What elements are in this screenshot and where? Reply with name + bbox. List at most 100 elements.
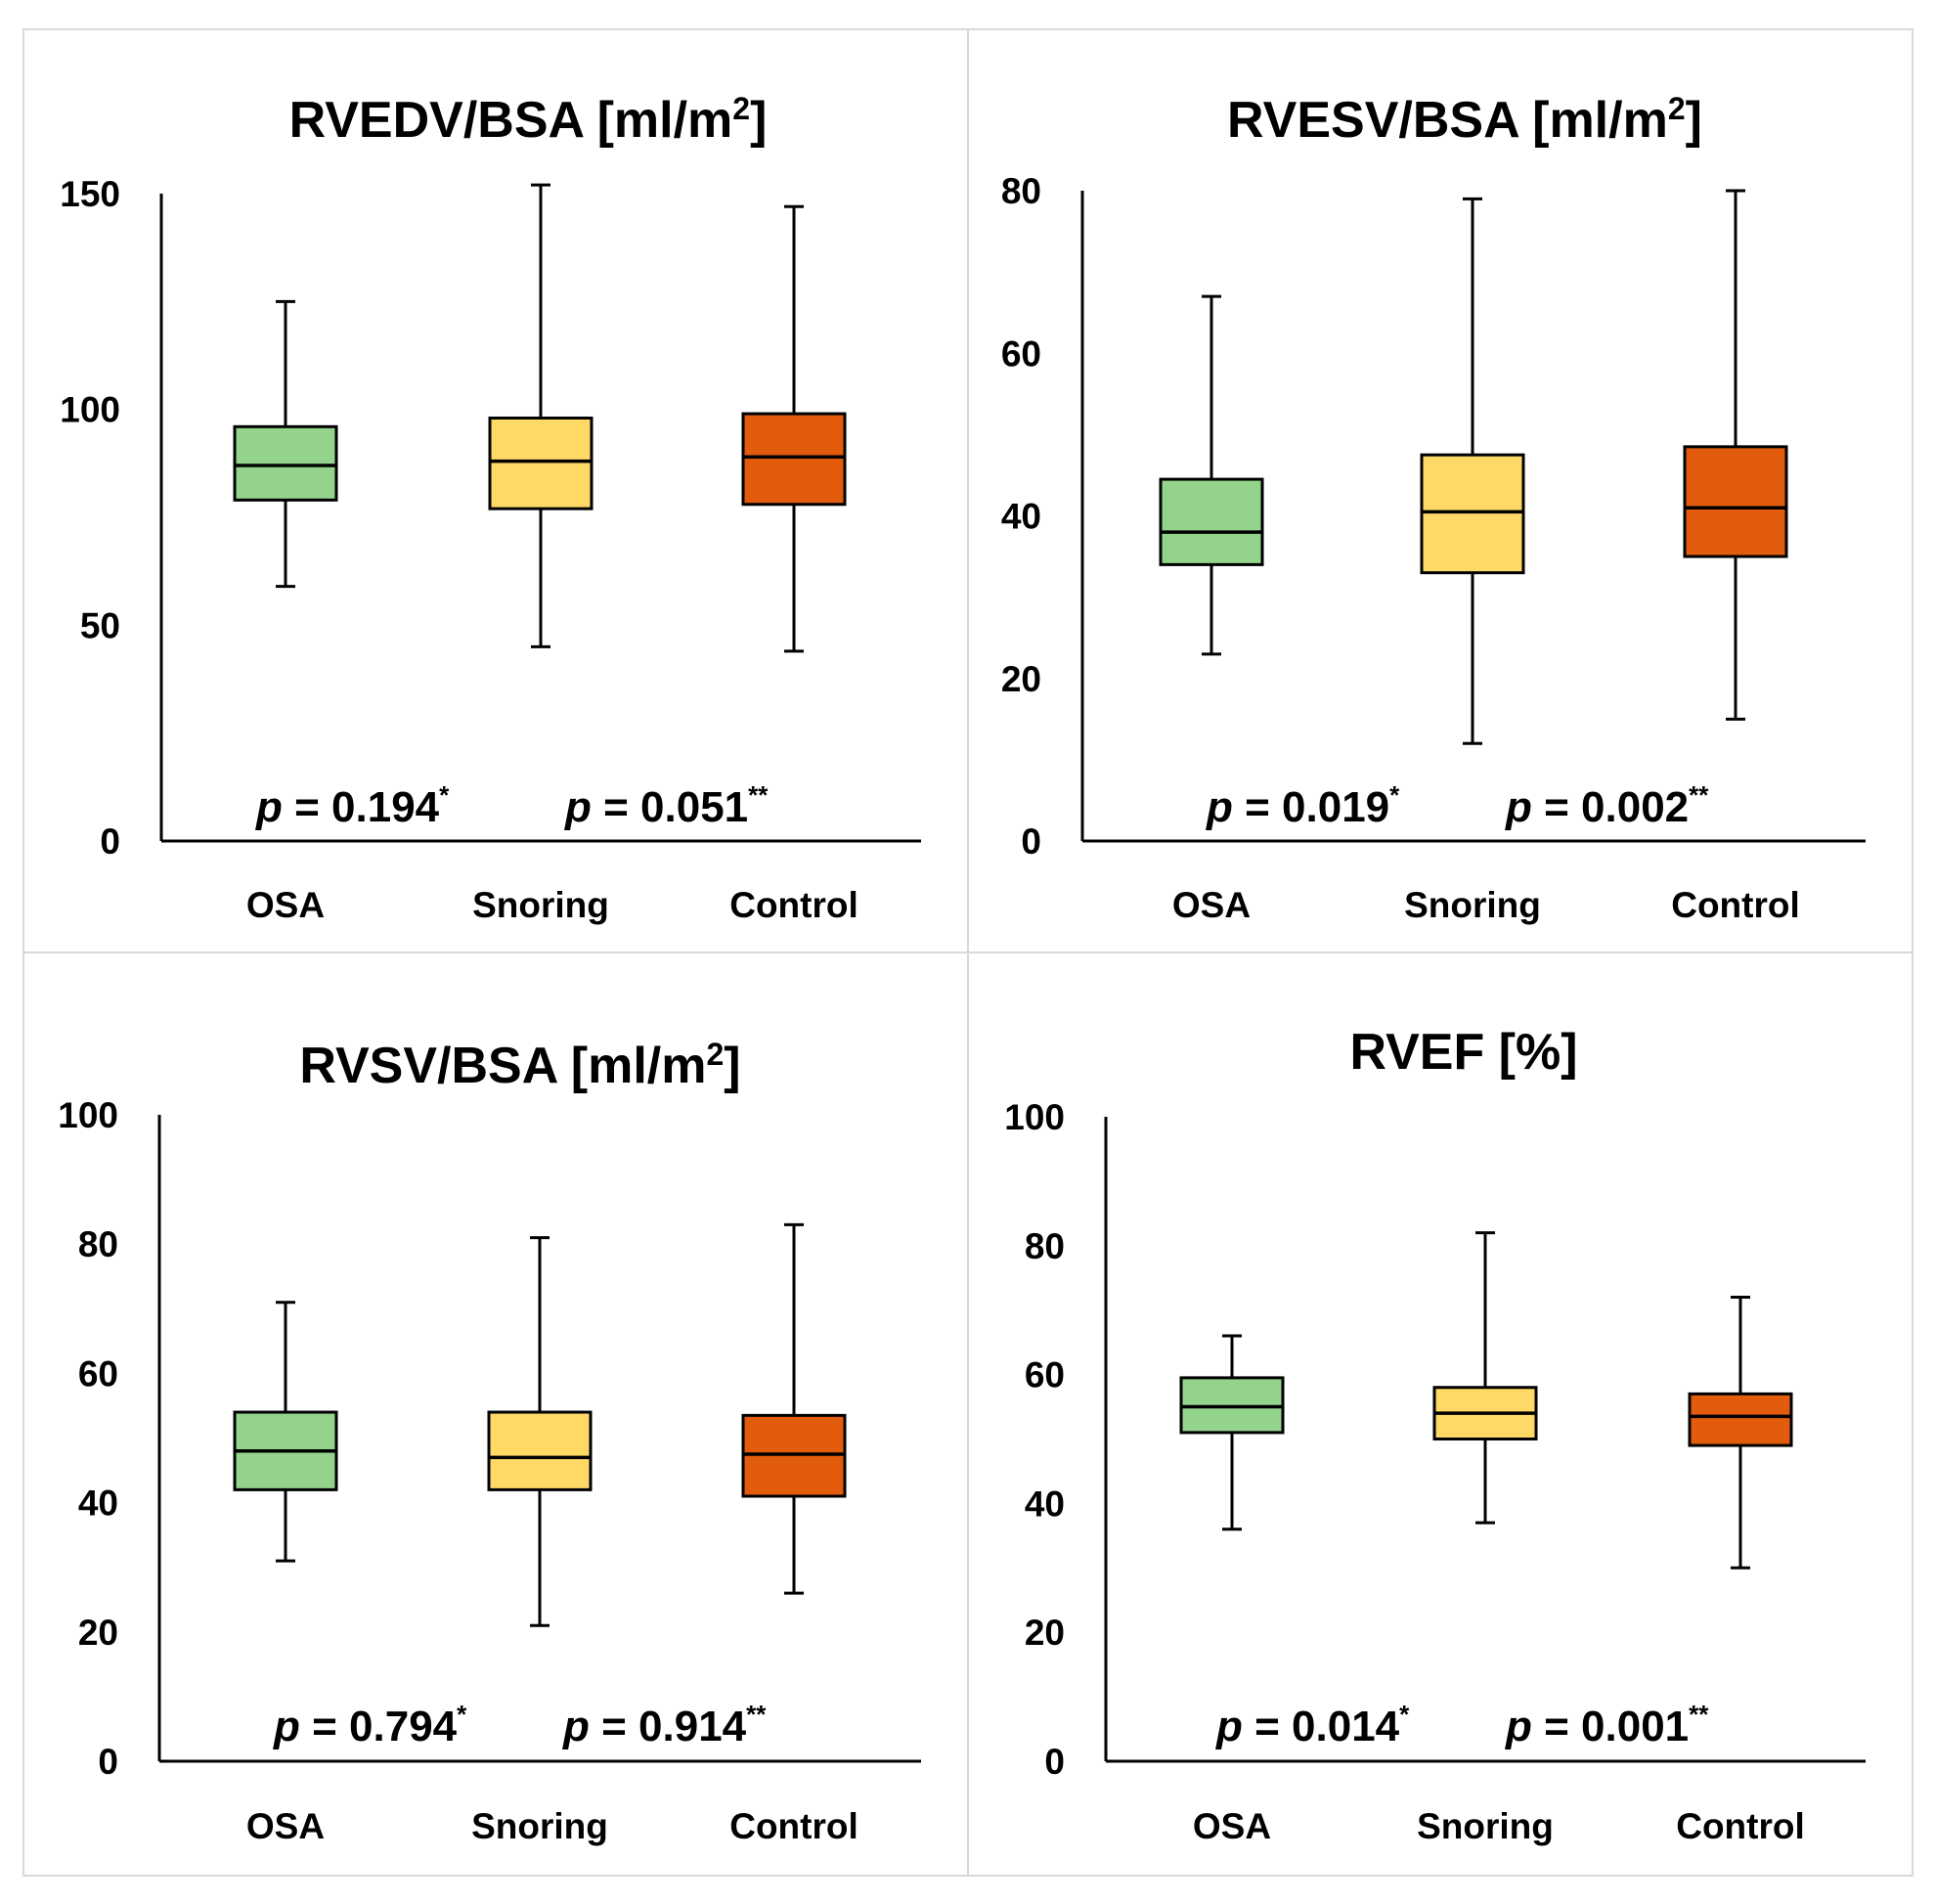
- iqr-box: [1420, 453, 1525, 575]
- y-tick-label: 100: [1004, 1097, 1065, 1137]
- iqr-box: [1688, 1392, 1793, 1447]
- box-snoring: [1420, 197, 1525, 745]
- category-label: Control: [1676, 1806, 1805, 1846]
- chart-panel-1: RVEDV/BSA [ml/m2] 0 50 100 150 OSA Snoring Cont…: [22, 28, 969, 953]
- p-value-1: p = 0.019*: [1206, 780, 1400, 831]
- p-value-text: = 0.794: [300, 1703, 458, 1750]
- category-label: Control: [1671, 885, 1800, 925]
- p-symbol: p: [564, 783, 592, 831]
- title-main: RVEDV/BSA [ml/m: [289, 92, 733, 149]
- title-superscript: 2: [706, 1037, 724, 1072]
- p-value-text: = 0.194: [283, 783, 440, 831]
- box-snoring: [487, 1236, 593, 1627]
- p-symbol: p: [1215, 1703, 1243, 1750]
- iqr-box: [1159, 477, 1264, 566]
- y-tick-label: 0: [98, 1742, 118, 1782]
- y-tick-label: 40: [78, 1483, 118, 1524]
- p-value-1: p = 0.014*: [1215, 1700, 1410, 1750]
- p-value-2: p = 0.914**: [562, 1700, 767, 1750]
- chart-title: RVSV/BSA [ml/m2]: [299, 1037, 740, 1094]
- p-value-1: p = 0.194*: [255, 780, 450, 831]
- p-superscript: *: [439, 780, 450, 810]
- p-superscript: **: [1689, 1700, 1709, 1729]
- chart-panel-4: RVEF [%] 0 20 40 60 80 100 OSA Snoring Control p =…: [967, 952, 1913, 1877]
- p-value-text: = 0.914: [590, 1703, 747, 1750]
- category-label: Snoring: [1417, 1806, 1554, 1846]
- chart-title: RVEDV/BSA [ml/m2]: [289, 91, 768, 149]
- p-value-text: = 0.001: [1532, 1703, 1689, 1750]
- p-symbol: p: [1206, 783, 1233, 831]
- y-tick-label: 60: [1001, 333, 1041, 374]
- y-tick-label: 0: [1044, 1742, 1065, 1782]
- box-osa: [1179, 1334, 1285, 1531]
- p-symbol: p: [1505, 783, 1532, 831]
- p-value-text: = 0.019: [1233, 783, 1389, 831]
- iqr-box: [233, 424, 338, 502]
- y-tick-label: 40: [1001, 497, 1041, 537]
- title-end: ]: [724, 1038, 740, 1094]
- box-control: [741, 204, 847, 653]
- box-control: [1688, 1296, 1793, 1570]
- p-symbol: p: [255, 783, 283, 831]
- y-tick-label: 40: [1025, 1483, 1065, 1524]
- title-end: ]: [750, 92, 767, 149]
- y-tick-label: 0: [1021, 821, 1041, 862]
- category-label: Snoring: [471, 1806, 608, 1846]
- category-label: OSA: [246, 1806, 325, 1846]
- category-label: Control: [729, 885, 858, 925]
- box-control: [741, 1222, 847, 1595]
- iqr-box: [488, 416, 594, 510]
- iqr-box: [741, 412, 847, 507]
- y-tick-label: 100: [58, 1095, 118, 1135]
- p-value-text: = 0.002: [1532, 783, 1689, 831]
- p-superscript: **: [748, 780, 769, 810]
- category-label: Snoring: [472, 885, 609, 925]
- p-value-text: = 0.051: [592, 783, 748, 831]
- y-tick-label: 100: [60, 390, 120, 430]
- title-main: RVEF [%]: [1349, 1024, 1577, 1081]
- box-control: [1683, 189, 1788, 721]
- iqr-box: [1683, 445, 1788, 558]
- y-tick-label: 50: [80, 605, 120, 645]
- p-value-text: = 0.014: [1243, 1703, 1400, 1750]
- y-tick-label: 150: [60, 174, 120, 214]
- chart-panel-2: RVESV/BSA [ml/m2] 0 20 40 60 80 OSA Snoring Cont…: [967, 28, 1913, 953]
- box-osa: [233, 299, 338, 589]
- chart-title: RVEF [%]: [1349, 1024, 1577, 1081]
- y-tick-label: 80: [1025, 1226, 1065, 1266]
- category-label: Snoring: [1404, 885, 1541, 925]
- y-tick-label: 20: [1001, 659, 1041, 699]
- p-superscript: **: [746, 1700, 767, 1729]
- title-superscript: 2: [732, 91, 750, 126]
- category-label: Control: [729, 1806, 858, 1846]
- y-tick-label: 80: [78, 1224, 118, 1264]
- y-tick-label: 60: [1025, 1355, 1065, 1395]
- y-tick-label: 20: [78, 1613, 118, 1653]
- title-end: ]: [1686, 92, 1702, 149]
- iqr-box: [487, 1410, 593, 1491]
- y-tick-label: 60: [78, 1353, 118, 1394]
- p-value-1: p = 0.794*: [273, 1700, 467, 1750]
- title-main: RVESV/BSA [ml/m: [1227, 92, 1668, 149]
- p-superscript: *: [1399, 1700, 1410, 1729]
- y-tick-label: 20: [1025, 1613, 1065, 1653]
- title-superscript: 2: [1668, 91, 1686, 126]
- title-main: RVSV/BSA [ml/m: [299, 1038, 706, 1094]
- p-value-2: p = 0.001**: [1505, 1700, 1709, 1750]
- category-label: OSA: [1172, 885, 1251, 925]
- p-symbol: p: [1505, 1703, 1532, 1750]
- p-superscript: *: [1389, 780, 1400, 810]
- y-tick-label: 0: [100, 821, 120, 862]
- box-osa: [1159, 294, 1264, 656]
- p-value-2: p = 0.002**: [1505, 780, 1709, 831]
- p-superscript: **: [1689, 780, 1709, 810]
- box-snoring: [1432, 1231, 1538, 1525]
- p-symbol: p: [273, 1703, 300, 1750]
- y-tick-label: 80: [1001, 171, 1041, 211]
- p-symbol: p: [562, 1703, 590, 1750]
- p-value-2: p = 0.051**: [564, 780, 769, 831]
- box-osa: [233, 1301, 338, 1563]
- category-label: OSA: [246, 885, 325, 925]
- box-snoring: [488, 183, 594, 648]
